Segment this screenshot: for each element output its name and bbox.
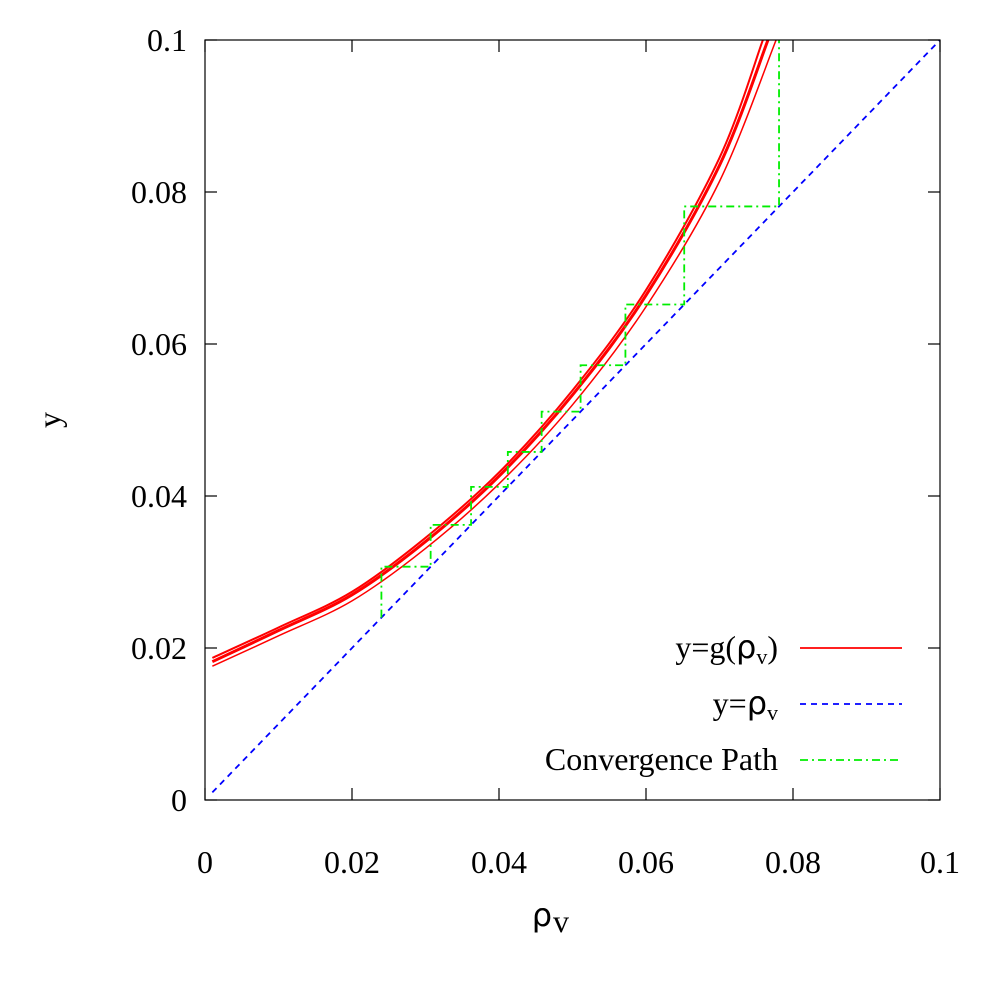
convergence-path-line bbox=[380, 40, 780, 618]
g-curve-variant-line bbox=[212, 40, 777, 667]
x-axis-title-symbol: ρ bbox=[532, 896, 552, 934]
x-tick-label: 0.02 bbox=[324, 844, 380, 880]
y-tick-label: 0 bbox=[171, 782, 187, 818]
g-curve-variant-line bbox=[211, 40, 770, 664]
x-tick-label: 0.1 bbox=[920, 844, 960, 880]
x-tick-label: 0 bbox=[197, 844, 213, 880]
legend-label: y=ρv bbox=[713, 684, 778, 725]
plot-frame bbox=[204, 39, 941, 801]
plot-series bbox=[211, 40, 940, 794]
axis-ticks bbox=[204, 39, 941, 801]
y-tick-label: 0.1 bbox=[147, 22, 187, 58]
y-tick-label: 0.02 bbox=[131, 630, 187, 666]
x-tick-label: 0.06 bbox=[618, 844, 674, 880]
x-tick-label: 0.08 bbox=[765, 844, 821, 880]
x-tick-label: 0.04 bbox=[471, 844, 527, 880]
y-tick-label: 0.08 bbox=[131, 174, 187, 210]
y-tick-label: 0.06 bbox=[131, 326, 187, 362]
legend-label: Convergence Path bbox=[545, 741, 778, 777]
x-axis-title: ρ v bbox=[532, 896, 569, 939]
y-axis-title: y bbox=[31, 412, 67, 428]
identity-line bbox=[211, 40, 940, 794]
legend: y=g(ρv) y=ρv Convergence Path bbox=[545, 628, 902, 777]
legend-label: y=g(ρv) bbox=[675, 628, 778, 669]
y-tick-label: 0.04 bbox=[131, 478, 187, 514]
tick-labels: 0 0.02 0.04 0.06 0.08 0.1 0 0.02 0.04 0.06 0.08 0.1 bbox=[131, 22, 960, 880]
g-curve-line bbox=[211, 40, 764, 659]
x-axis-title-subscript: v bbox=[553, 903, 569, 939]
